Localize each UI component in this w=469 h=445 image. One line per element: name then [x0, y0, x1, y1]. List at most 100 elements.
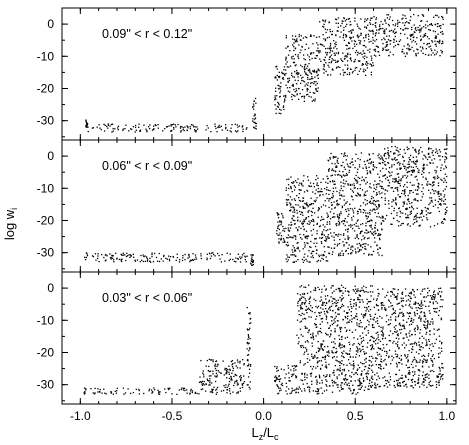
- data-point: [390, 295, 392, 297]
- data-point: [349, 184, 352, 187]
- data-point: [337, 235, 339, 237]
- data-point: [401, 374, 403, 377]
- data-point: [97, 388, 99, 390]
- data-point: [229, 392, 232, 395]
- data-point: [399, 153, 401, 156]
- data-point: [320, 43, 322, 46]
- data-point: [373, 187, 375, 189]
- data-point: [413, 319, 415, 321]
- data-point: [429, 385, 431, 387]
- data-point: [356, 25, 359, 27]
- data-point: [342, 356, 345, 358]
- data-point: [419, 24, 421, 27]
- data-point: [379, 340, 382, 343]
- data-point: [283, 369, 285, 371]
- data-point: [390, 151, 392, 153]
- y-tick-label: -10: [37, 181, 55, 195]
- data-point: [229, 368, 231, 371]
- data-point: [333, 374, 335, 376]
- data-point: [129, 254, 131, 256]
- data-point: [106, 255, 108, 257]
- data-point: [175, 259, 177, 262]
- data-point: [409, 225, 411, 227]
- data-point: [295, 227, 297, 229]
- data-point: [370, 55, 372, 57]
- data-point: [86, 254, 89, 257]
- data-point: [340, 194, 342, 196]
- data-point: [443, 218, 445, 220]
- data-point: [350, 248, 352, 250]
- data-point: [380, 330, 382, 332]
- data-point: [230, 377, 233, 380]
- data-point: [186, 125, 188, 127]
- data-point: [335, 52, 337, 54]
- data-point: [211, 388, 213, 391]
- data-point: [383, 148, 386, 150]
- data-point: [295, 238, 297, 240]
- data-point: [343, 383, 346, 385]
- data-point: [379, 234, 381, 236]
- data-point: [421, 219, 424, 221]
- data-point: [107, 127, 109, 129]
- data-point: [364, 327, 366, 329]
- data-point: [321, 321, 324, 323]
- data-point: [444, 179, 446, 181]
- data-point: [300, 297, 303, 300]
- data-point: [430, 385, 432, 387]
- data-point: [305, 327, 307, 329]
- data-point: [326, 316, 328, 318]
- data-point: [299, 182, 301, 184]
- data-point: [440, 222, 443, 224]
- data-point: [288, 178, 290, 180]
- data-point: [436, 177, 439, 180]
- data-point: [430, 350, 433, 352]
- data-point: [298, 199, 301, 202]
- data-point: [84, 258, 87, 261]
- data-point: [384, 199, 386, 202]
- data-point: [341, 338, 343, 341]
- data-point: [308, 298, 310, 300]
- data-point: [331, 300, 333, 302]
- data-point: [409, 211, 412, 213]
- data-point: [302, 345, 304, 347]
- data-point: [376, 331, 379, 333]
- data-point: [179, 259, 181, 261]
- data-point: [424, 32, 427, 35]
- data-point: [205, 383, 207, 386]
- data-point: [371, 210, 373, 212]
- data-point: [321, 233, 324, 236]
- data-point: [239, 367, 241, 369]
- data-point: [358, 306, 361, 308]
- data-point: [291, 387, 293, 390]
- data-point: [381, 187, 383, 190]
- data-point: [354, 315, 357, 317]
- data-point: [285, 382, 287, 385]
- data-point: [359, 68, 362, 70]
- data-point: [426, 373, 428, 375]
- data-point: [388, 155, 391, 157]
- data-point: [398, 314, 400, 316]
- data-point: [327, 236, 329, 238]
- data-point: [341, 20, 343, 22]
- data-point: [312, 338, 315, 340]
- data-point: [326, 186, 328, 189]
- data-point: [117, 128, 119, 131]
- data-point: [378, 156, 380, 159]
- data-point: [375, 33, 377, 35]
- data-point: [436, 329, 439, 331]
- data-point: [387, 185, 389, 187]
- data-point: [357, 364, 359, 366]
- data-point: [416, 325, 418, 327]
- data-point: [246, 348, 248, 350]
- data-point: [97, 253, 99, 255]
- data-point: [374, 35, 377, 37]
- data-point: [304, 246, 306, 248]
- data-point: [364, 236, 366, 239]
- data-point: [176, 253, 178, 255]
- data-point: [394, 328, 396, 330]
- data-point: [331, 235, 333, 237]
- y-tick-label: -30: [37, 378, 55, 392]
- data-point: [383, 155, 386, 157]
- data-point: [366, 218, 368, 220]
- data-point: [360, 231, 362, 233]
